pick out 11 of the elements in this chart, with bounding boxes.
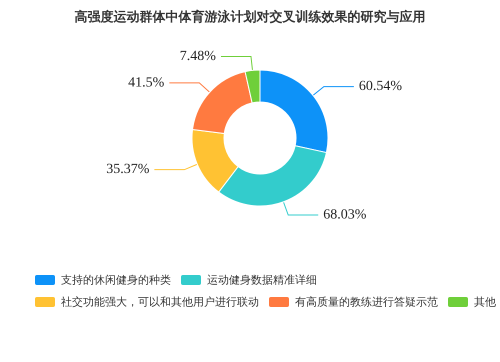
legend-label: 支持的休闲健身的种类	[61, 274, 171, 286]
data-label: 41.5%	[128, 75, 165, 90]
data-label: 35.37%	[106, 162, 150, 178]
chart-title: 高强度运动群体中体育游泳计划对交叉训练效果的研究与应用	[74, 9, 426, 25]
legend-label: 有高质量的教练进行答疑示范	[295, 296, 438, 308]
legend-label: 社交功能强大，可以和其他用户进行联动	[61, 296, 259, 308]
data-label: 68.03%	[323, 207, 367, 222]
data-label: 7.48%	[180, 49, 216, 64]
data-label: 60.54%	[358, 79, 402, 94]
legend-label: 其他	[474, 296, 496, 308]
legend-label: 运动健身数据精准详细	[207, 274, 317, 286]
